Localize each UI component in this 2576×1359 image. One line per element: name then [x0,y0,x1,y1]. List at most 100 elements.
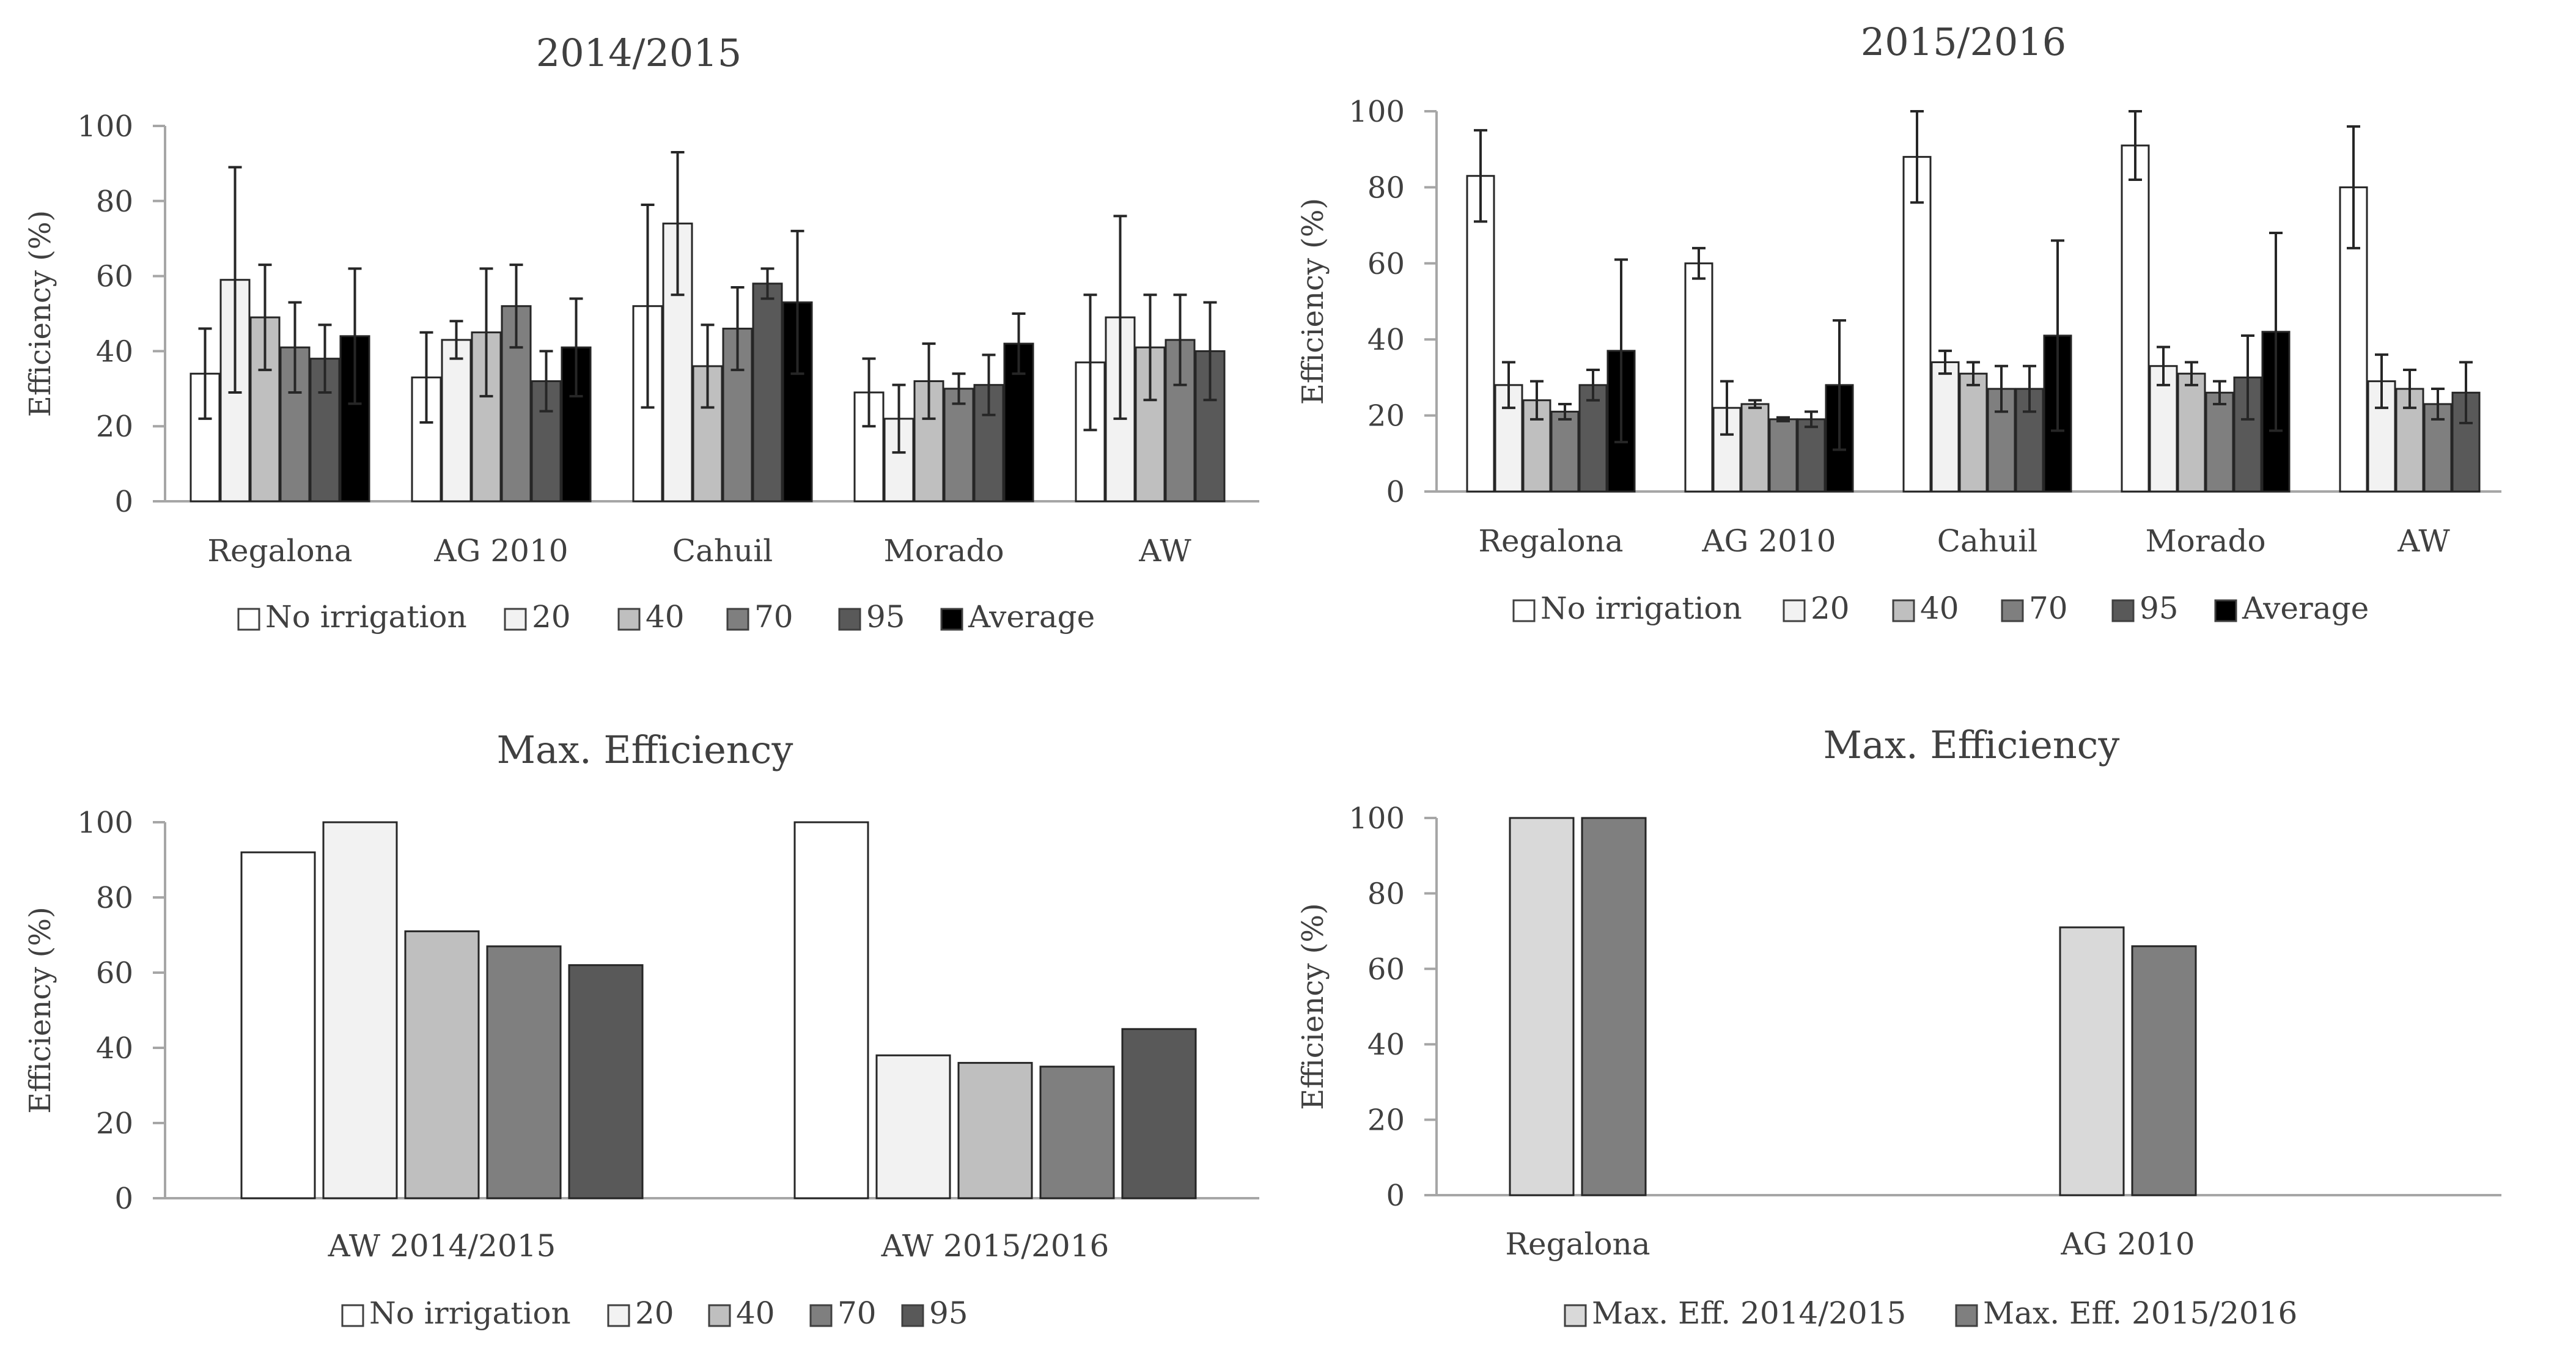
x-tick-label: Cahuil [672,533,773,569]
bar [2131,945,2197,1196]
legend-label: 40 [736,1295,775,1331]
bar [2149,365,2178,493]
legend-swatch [237,608,260,631]
legend-label: 20 [635,1295,674,1331]
x-tick-label: Regalona [207,533,352,569]
legend-label: 70 [837,1295,877,1331]
legend-swatch [726,608,749,631]
bar [2059,926,2125,1196]
legend-swatch [1512,599,1536,622]
y-tick-label: 0 [1386,475,1405,509]
legend-swatch [1564,1304,1587,1327]
legend-swatch [341,1304,364,1327]
legend-swatch [1783,599,1806,622]
y-tick-label: 100 [77,109,133,144]
legend-swatch [1892,599,1915,622]
x-tick-label: AW 2015/2016 [881,1228,1110,1264]
bar [1550,410,1580,493]
legend-swatch [504,608,527,631]
y-tick-label: 0 [114,485,133,519]
legend-swatch [617,608,641,631]
bar [1959,372,1988,493]
y-tick-label: 20 [1367,399,1405,433]
bar [752,282,783,503]
bar [322,821,398,1199]
bar [1509,817,1575,1196]
bar [1466,175,1495,493]
x-tick-label: AW [1138,533,1191,569]
bar [1581,817,1647,1196]
chart-2014-2015: 2014/2015 Efficiency (%) 0 20 40 60 80 100 Regal… [23,31,1259,635]
y-tick-label: 40 [96,1031,133,1066]
legend-label: No irrigation [265,599,467,635]
chart-title: Max. Efficiency [1823,723,2120,767]
bar [1930,361,1960,493]
bar [486,945,562,1199]
legend-swatch [809,1304,833,1327]
y-tick-label: 20 [96,1107,133,1141]
legend-swatch [2214,599,2237,622]
y-tick-label: 0 [114,1182,133,1216]
y-tick-label: 80 [96,881,133,915]
bar [1740,403,1770,493]
bar [943,388,974,503]
x-tick-label: AW 2014/2015 [328,1228,556,1264]
legend-label: No irrigation [1540,591,1742,626]
bar [1902,156,1932,493]
legend-swatch [2001,599,2024,622]
x-tick-label: AG 2010 [1701,523,1836,559]
y-tick-label: 100 [1349,801,1405,836]
bar [1684,262,1713,493]
legend-label: 40 [646,599,685,635]
legend-label: 70 [754,599,793,635]
bar [875,1054,951,1199]
y-axis-label: Efficiency (%) [23,907,57,1113]
legend-label: 95 [929,1295,968,1331]
chart-max-aw: Max. Efficiency Efficiency (%) 0 20 40 60 80 10… [23,727,1259,1331]
bar [404,930,480,1199]
chart-title: Max. Efficiency [497,727,793,772]
bar [1135,346,1166,503]
legend-swatch [901,1304,924,1327]
bar [240,851,316,1199]
y-tick-label: 40 [96,334,133,369]
y-tick-label: 20 [96,410,133,444]
legend-label: Max. Eff. 2015/2016 [1983,1295,2297,1331]
bar [1768,418,1798,493]
legend-label: 20 [1811,591,1850,626]
x-tick-label: AW [2397,523,2450,559]
y-axis-label: Efficiency (%) [1296,903,1330,1110]
bar [441,339,472,503]
legend-label: 70 [2029,591,2068,626]
bar [2205,391,2234,493]
chart-title: 2015/2016 [1861,20,2066,64]
y-tick-label: 0 [1386,1179,1405,1213]
legend-swatch [940,608,963,631]
legend-label: Max. Eff. 2014/2015 [1592,1295,1906,1331]
legend-label: Average [968,599,1095,635]
y-tick-label: 40 [1367,323,1405,357]
bar [2121,144,2150,493]
x-tick-label: Regalona [1505,1226,1650,1262]
x-tick-label: AG 2010 [2060,1226,2195,1262]
bar [1797,418,1826,493]
legend-label: 40 [1920,591,1959,626]
bar [1039,1066,1115,1199]
legend-label: 95 [866,599,905,635]
x-tick-label: AG 2010 [433,533,568,569]
legend-swatch [1955,1304,1978,1327]
bar [2177,372,2206,493]
x-tick-label: Cahuil [1937,523,2037,559]
legend-swatch [2111,599,2135,622]
y-axis-label: Efficiency (%) [23,210,57,417]
y-tick-label: 80 [96,185,133,219]
chart-2015-2016: 2015/2016 Efficiency (%) 0 20 40 60 80 100 Regal… [1296,20,2501,626]
y-tick-label: 60 [1367,952,1405,987]
legend-label: 20 [532,599,571,635]
legend-swatch [838,608,861,631]
legend-label: No irrigation [369,1295,571,1331]
y-tick-label: 60 [96,956,133,990]
bar [568,964,644,1199]
legend-swatch [607,1304,630,1327]
